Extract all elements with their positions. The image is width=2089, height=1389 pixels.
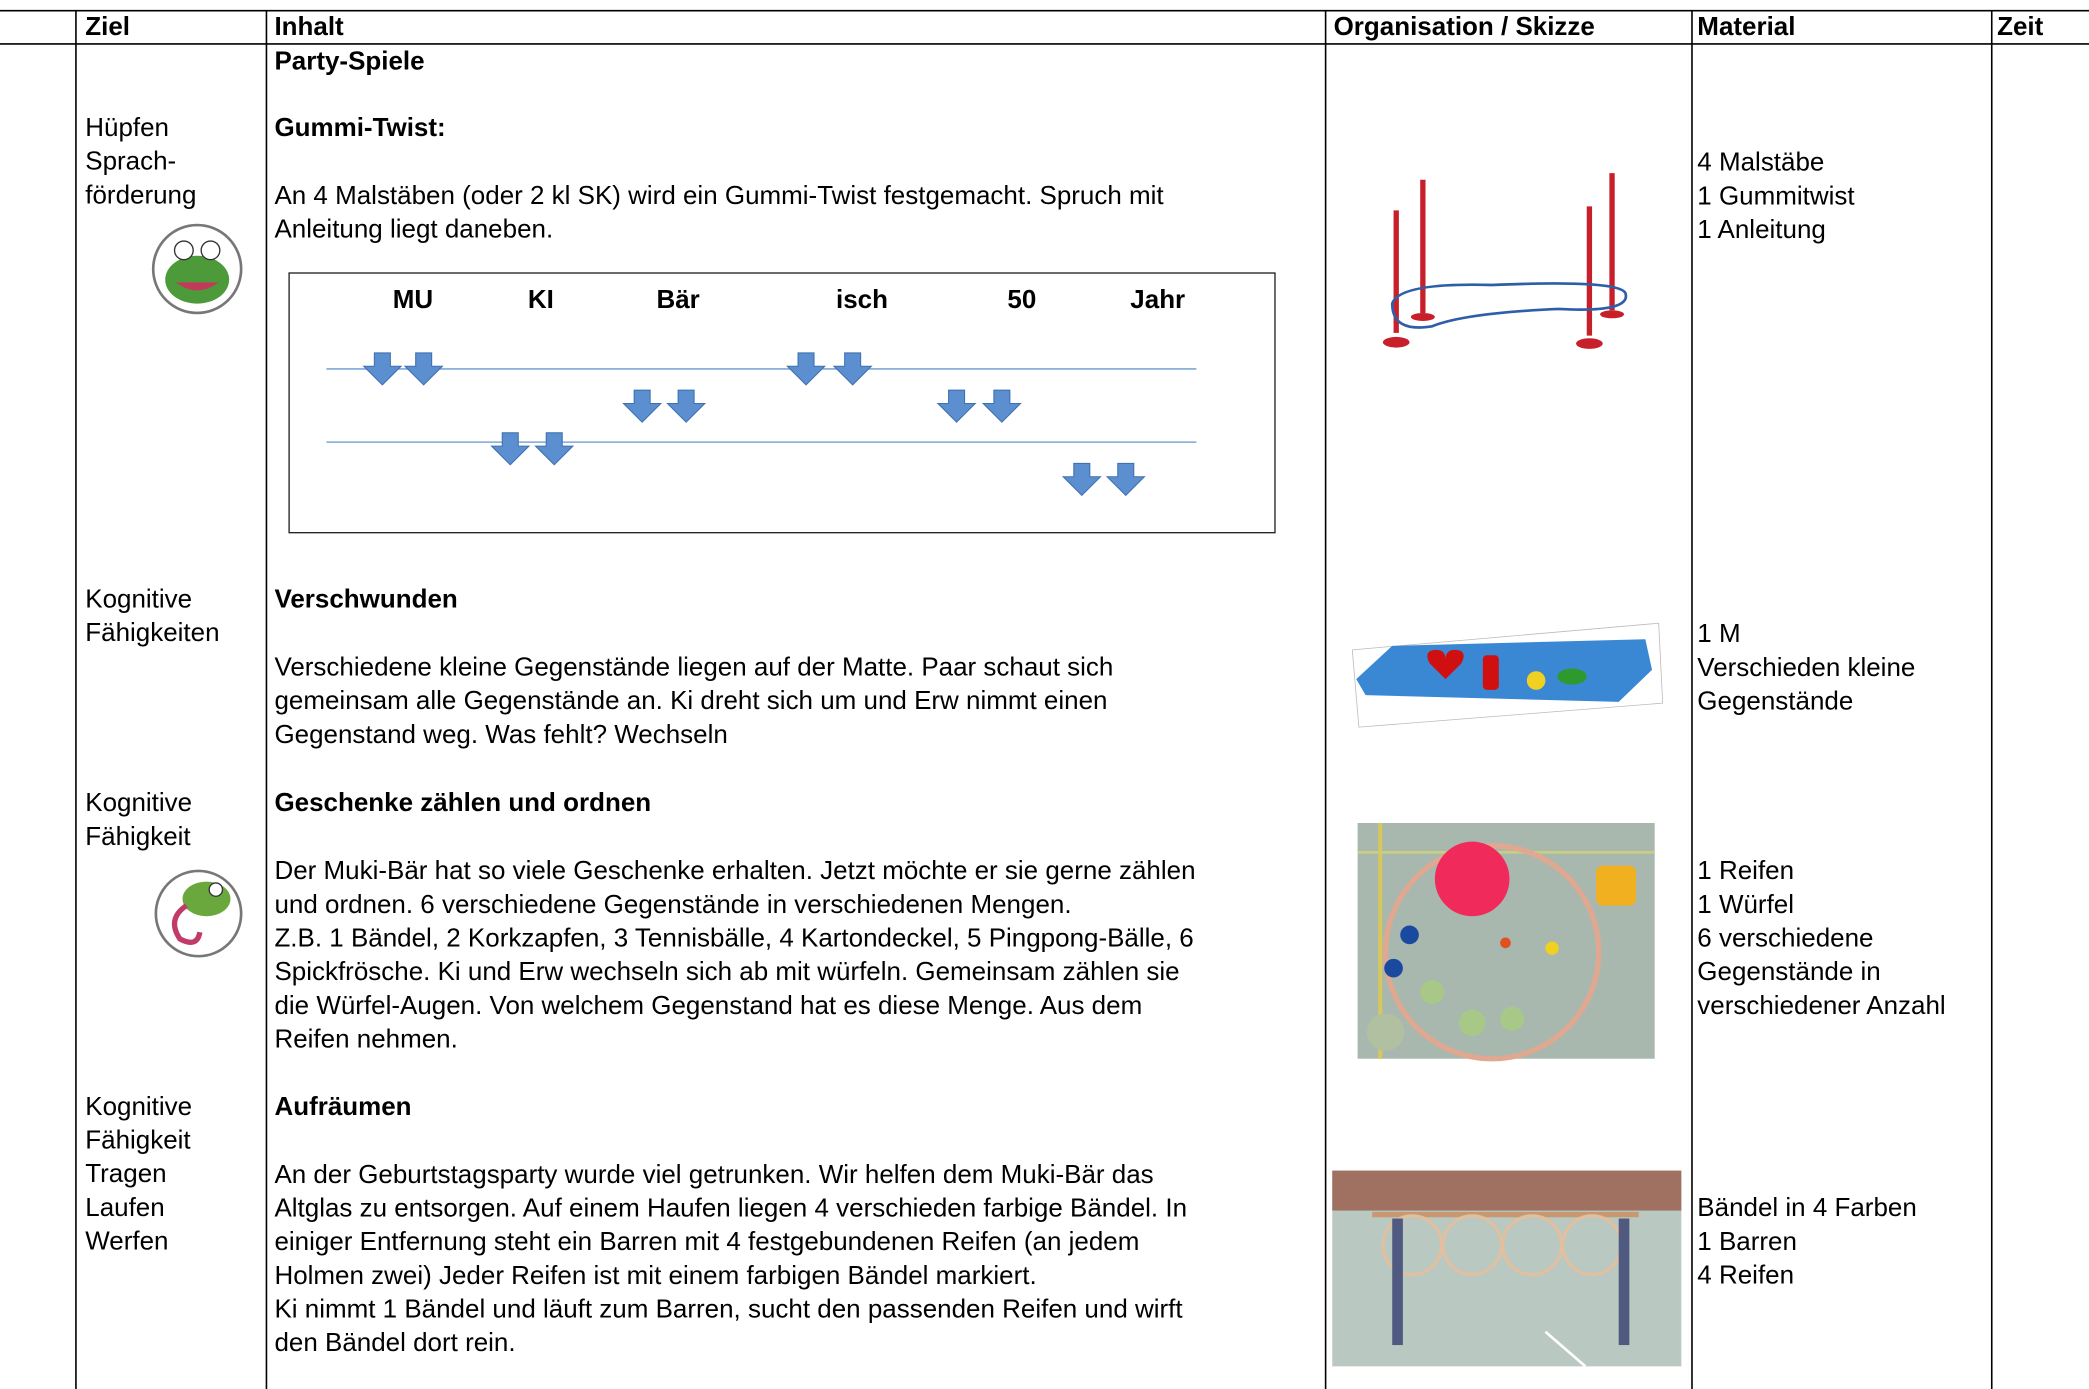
activity-text: Ki nimmt 1 Bändel und läuft zum Barren, …	[274, 1294, 1183, 1324]
activity-text: An der Geburtstagsparty wurde viel getru…	[274, 1159, 1153, 1189]
material-text: 4 Malstäbe	[1697, 147, 1824, 177]
rhythm-label: KI	[528, 284, 554, 314]
goal-text: Sprach-	[85, 146, 176, 176]
activity-text: Gegenstand weg. Was fehlt? Wechseln	[274, 719, 727, 749]
frog-icon	[151, 223, 243, 315]
goal-text: Laufen	[85, 1192, 164, 1222]
material-text: 4 Reifen	[1697, 1259, 1794, 1289]
material-text: Bändel in 4 Farben	[1697, 1192, 1916, 1222]
goal-text: Tragen	[85, 1158, 166, 1188]
activity-title: Geschenke zählen und ordnen	[274, 787, 651, 817]
activity-text: einiger Entfernung steht ein Barren mit …	[274, 1226, 1139, 1256]
goal-text: Kognitive	[85, 1091, 192, 1121]
goal-text: Werfen	[85, 1226, 168, 1256]
section-title: Party-Spiele	[274, 45, 424, 75]
goal-text: Hüpfen	[85, 112, 169, 142]
arrow	[1105, 462, 1146, 497]
material-text: 1 M	[1697, 618, 1740, 648]
barren-photo	[1332, 1170, 1682, 1368]
activity-text: Spickfrösche. Ki und Erw wechseln sich a…	[274, 956, 1179, 986]
rhythm-label: 50	[1007, 284, 1036, 314]
column-header: Ziel	[85, 11, 130, 41]
arrow	[362, 352, 403, 386]
material-text: verschiedener Anzahl	[1697, 990, 1945, 1020]
arrow	[832, 352, 873, 386]
rhythm-diagram	[288, 272, 1276, 534]
activity-text: Z.B. 1 Bändel, 2 Korkzapfen, 3 Tennisbäl…	[274, 923, 1193, 953]
frog-icon	[154, 869, 243, 958]
material-text: Verschieden kleine	[1697, 652, 1915, 682]
arrow	[981, 389, 1022, 423]
column-header: Zeit	[1997, 11, 2044, 41]
rhythm-label: MU	[393, 284, 433, 314]
material-text: 6 verschiedene	[1697, 923, 1873, 953]
activity-text: Holmen zwei) Jeder Reifen ist mit einem …	[274, 1260, 1036, 1290]
material-text: 1 Barren	[1697, 1226, 1797, 1256]
rhythm-label: Jahr	[1130, 284, 1185, 314]
activity-text: und ordnen. 6 verschiedene Gegenstände i…	[274, 889, 1071, 919]
activity-text: Verschiedene kleine Gegenstände liegen a…	[274, 651, 1113, 681]
activity-text: Reifen nehmen.	[274, 1024, 457, 1054]
activity-title: Verschwunden	[274, 583, 457, 613]
goal-text: Fähigkeit	[85, 821, 191, 851]
material-text: 1 Anleitung	[1697, 214, 1826, 244]
arrow	[786, 352, 826, 386]
activity-title: Aufräumen	[274, 1091, 411, 1121]
hoop-photo	[1357, 823, 1655, 1062]
column-header: Inhalt	[274, 11, 344, 41]
column-header: Organisation / Skizze	[1334, 11, 1595, 41]
table-grid	[0, 9, 2089, 1389]
activity-text: die Würfel-Augen. Von welchem Gegenstand…	[274, 990, 1142, 1020]
activity-text: den Bändel dort rein.	[274, 1327, 515, 1357]
goal-text: Fähigkeit	[85, 1125, 191, 1155]
arrow	[622, 389, 663, 423]
arrow	[1061, 462, 1102, 497]
arrow	[534, 432, 575, 466]
goal-text: förderung	[85, 179, 196, 209]
material-text: Gegenstände	[1697, 685, 1853, 715]
activity-title: Gummi-Twist:	[274, 112, 445, 142]
activity-text: An 4 Malstäben (oder 2 kl SK) wird ein G…	[274, 180, 1164, 210]
goal-text: Fähigkeiten	[85, 617, 219, 647]
material-text: 1 Gummitwist	[1697, 180, 1855, 210]
column-header: Material	[1697, 11, 1795, 41]
material-text: 1 Reifen	[1697, 855, 1794, 885]
material-text: Gegenstände in	[1697, 956, 1880, 986]
activity-text: Anleitung liegt daneben.	[274, 214, 553, 244]
goal-text: Kognitive	[85, 787, 192, 817]
arrow	[666, 389, 707, 423]
goal-text: Kognitive	[85, 583, 192, 613]
activity-text: Der Muki-Bär hat so viele Geschenke erha…	[274, 855, 1195, 885]
poles-image	[1382, 173, 1628, 349]
mat-image	[1351, 622, 1664, 728]
arrow	[936, 389, 977, 423]
activity-text: gemeinsam alle Gegenstände an. Ki dreht …	[274, 685, 1107, 715]
rhythm-label: isch	[836, 284, 888, 314]
activity-text: Altglas zu entsorgen. Auf einem Haufen l…	[274, 1192, 1187, 1222]
rhythm-label: Bär	[656, 284, 699, 314]
arrow	[490, 432, 531, 466]
material-text: 1 Würfel	[1697, 889, 1794, 919]
arrow	[403, 352, 444, 386]
